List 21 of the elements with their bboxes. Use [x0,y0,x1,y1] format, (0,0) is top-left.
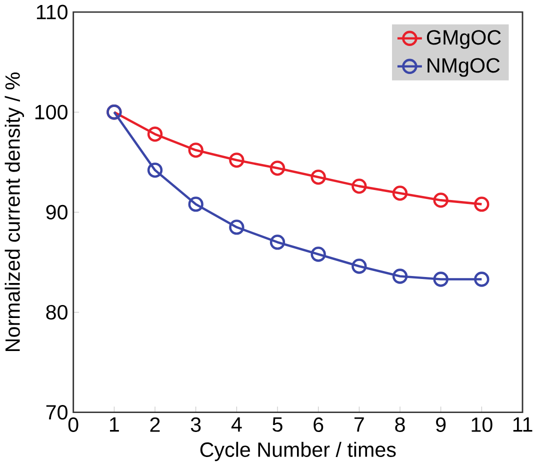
y-tick-label: 100 [35,104,68,120]
x-tick-label: 8 [395,417,405,432]
y-tick-label: 110 [36,4,68,20]
x-tick-label: 1 [110,417,119,432]
legend-label: GMgOC [426,30,501,49]
y-axis-title: Normalized current density / % [4,72,24,352]
y-tick-label: 70 [46,405,68,420]
x-tick-label: 3 [190,417,201,432]
x-tick-label: 4 [231,417,242,432]
legend-label: NMgOC [428,58,500,77]
x-tick-label: 10 [472,417,492,432]
y-tick-label: 80 [46,305,68,320]
y-tick-label: 90 [46,204,68,220]
x-tick-label: 11 [513,417,532,432]
x-tick-label: 5 [272,417,282,432]
x-axis-title: Cycle Number / times [200,442,396,462]
x-tick-label: 0 [68,417,78,432]
x-tick-label: 6 [314,417,324,432]
x-tick-label: 9 [436,417,446,432]
x-tick-label: 2 [150,417,160,432]
x-tick-label: 7 [354,417,364,432]
